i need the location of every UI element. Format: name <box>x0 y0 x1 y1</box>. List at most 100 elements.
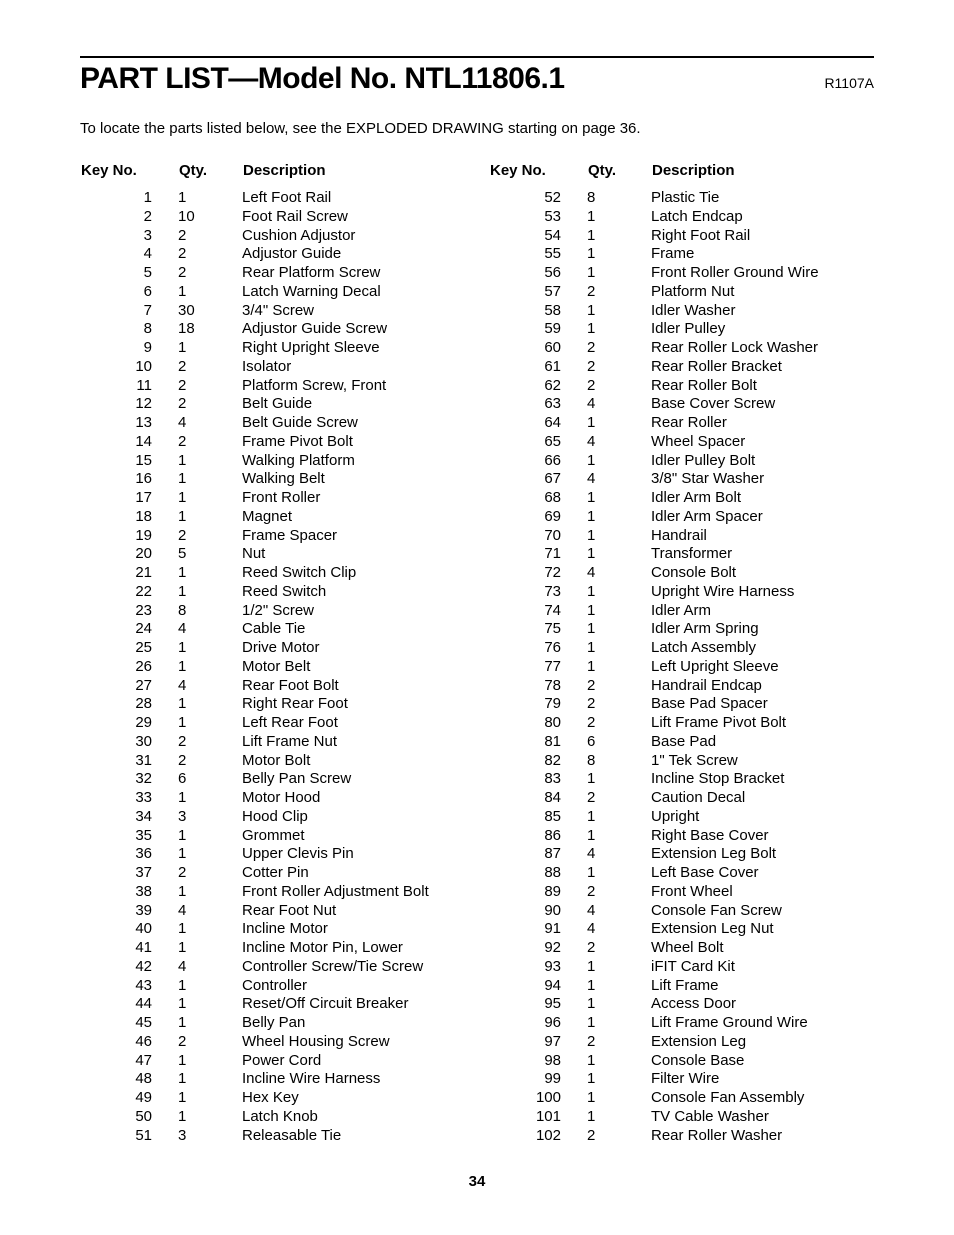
table-row: 491Hex Key <box>80 1089 465 1108</box>
cell-keyno: 71 <box>489 545 587 564</box>
cell-qty: 1 <box>178 508 242 527</box>
cell-description: Base Pad <box>651 733 874 752</box>
cell-keyno: 23 <box>80 602 178 621</box>
table-row: 281Right Rear Foot <box>80 695 465 714</box>
cell-keyno: 8 <box>80 320 178 339</box>
cell-description: Lift Frame Pivot Bolt <box>651 714 874 733</box>
table-row: 102Isolator <box>80 358 465 377</box>
cell-description: Grommet <box>242 827 465 846</box>
cell-qty: 18 <box>178 320 242 339</box>
cell-keyno: 20 <box>80 545 178 564</box>
cell-qty: 1 <box>587 452 651 471</box>
cell-description: Plastic Tie <box>651 189 874 208</box>
cell-keyno: 52 <box>489 189 587 208</box>
cell-description: Cotter Pin <box>242 864 465 883</box>
cell-keyno: 69 <box>489 508 587 527</box>
table-row: 302Lift Frame Nut <box>80 733 465 752</box>
cell-keyno: 38 <box>80 883 178 902</box>
cell-qty: 1 <box>587 545 651 564</box>
cell-keyno: 82 <box>489 752 587 771</box>
cell-description: Left Base Cover <box>651 864 874 883</box>
cell-qty: 4 <box>587 920 651 939</box>
cell-description: 1/2" Screw <box>242 602 465 621</box>
cell-qty: 1 <box>587 639 651 658</box>
cell-qty: 1 <box>587 527 651 546</box>
cell-qty: 1 <box>587 1052 651 1071</box>
cell-qty: 3 <box>178 808 242 827</box>
table-row: 622Rear Roller Bolt <box>489 377 874 396</box>
cell-qty: 2 <box>178 395 242 414</box>
table-row: 771Left Upright Sleeve <box>489 658 874 677</box>
cell-keyno: 45 <box>80 1014 178 1033</box>
table-row: 312Motor Bolt <box>80 752 465 771</box>
cell-qty: 8 <box>587 189 651 208</box>
table-row: 171Front Roller <box>80 489 465 508</box>
table-row: 572Platform Nut <box>489 283 874 302</box>
table-row: 134Belt Guide Screw <box>80 414 465 433</box>
cell-qty: 1 <box>178 1070 242 1089</box>
cell-keyno: 59 <box>489 320 587 339</box>
table-row: 381Front Roller Adjustment Bolt <box>80 883 465 902</box>
cell-description: Reset/Off Circuit Breaker <box>242 995 465 1014</box>
left-column: Key No. Qty. Description 11Left Foot Rai… <box>80 161 465 1145</box>
cell-description: Belt Guide <box>242 395 465 414</box>
cell-qty: 1 <box>587 602 651 621</box>
cell-qty: 4 <box>178 677 242 696</box>
cell-keyno: 86 <box>489 827 587 846</box>
cell-qty: 2 <box>178 733 242 752</box>
cell-qty: 2 <box>178 264 242 283</box>
cell-description: Right Foot Rail <box>651 227 874 246</box>
cell-qty: 1 <box>178 920 242 939</box>
cell-keyno: 42 <box>80 958 178 977</box>
table-row: 251Drive Motor <box>80 639 465 658</box>
table-row: 244Cable Tie <box>80 620 465 639</box>
cell-description: Reed Switch Clip <box>242 564 465 583</box>
cell-keyno: 92 <box>489 939 587 958</box>
cell-keyno: 21 <box>80 564 178 583</box>
table-row: 431Controller <box>80 977 465 996</box>
table-row: 372Cotter Pin <box>80 864 465 883</box>
cell-description: Rear Roller Bracket <box>651 358 874 377</box>
cell-keyno: 9 <box>80 339 178 358</box>
cell-description: Idler Arm Spacer <box>651 508 874 527</box>
table-row: 501Latch Knob <box>80 1108 465 1127</box>
table-row: 741Idler Arm <box>489 602 874 621</box>
revision-code: R1107A <box>824 75 874 91</box>
cell-keyno: 65 <box>489 433 587 452</box>
cell-qty: 3 <box>178 1127 242 1146</box>
cell-keyno: 68 <box>489 489 587 508</box>
table-row: 52Rear Platform Screw <box>80 264 465 283</box>
title-row: PART LIST—Model No. NTL11806.1 R1107A <box>80 62 874 96</box>
cell-keyno: 47 <box>80 1052 178 1071</box>
cell-description: Wheel Bolt <box>651 939 874 958</box>
table-row: 261Motor Belt <box>80 658 465 677</box>
cell-description: Console Fan Screw <box>651 902 874 921</box>
cell-keyno: 14 <box>80 433 178 452</box>
cell-qty: 6 <box>178 770 242 789</box>
cell-description: Extension Leg Bolt <box>651 845 874 864</box>
cell-description: TV Cable Washer <box>651 1108 874 1127</box>
cell-keyno: 98 <box>489 1052 587 1071</box>
cell-keyno: 102 <box>489 1127 587 1146</box>
cell-description: Reed Switch <box>242 583 465 602</box>
cell-description: Rear Roller Washer <box>651 1127 874 1146</box>
cell-keyno: 94 <box>489 977 587 996</box>
cell-qty: 1 <box>178 1014 242 1033</box>
cell-keyno: 67 <box>489 470 587 489</box>
cell-description: Power Cord <box>242 1052 465 1071</box>
table-row: 561Front Roller Ground Wire <box>489 264 874 283</box>
cell-keyno: 27 <box>80 677 178 696</box>
table-row: 661Idler Pulley Bolt <box>489 452 874 471</box>
cell-keyno: 101 <box>489 1108 587 1127</box>
cell-qty: 1 <box>587 1014 651 1033</box>
cell-qty: 1 <box>178 283 242 302</box>
cell-qty: 1 <box>587 583 651 602</box>
cell-description: Incline Motor <box>242 920 465 939</box>
cell-qty: 8 <box>178 602 242 621</box>
cell-description: Motor Belt <box>242 658 465 677</box>
cell-description: Walking Belt <box>242 470 465 489</box>
table-row: 192Frame Spacer <box>80 527 465 546</box>
cell-keyno: 6 <box>80 283 178 302</box>
cell-qty: 1 <box>587 489 651 508</box>
cell-keyno: 57 <box>489 283 587 302</box>
